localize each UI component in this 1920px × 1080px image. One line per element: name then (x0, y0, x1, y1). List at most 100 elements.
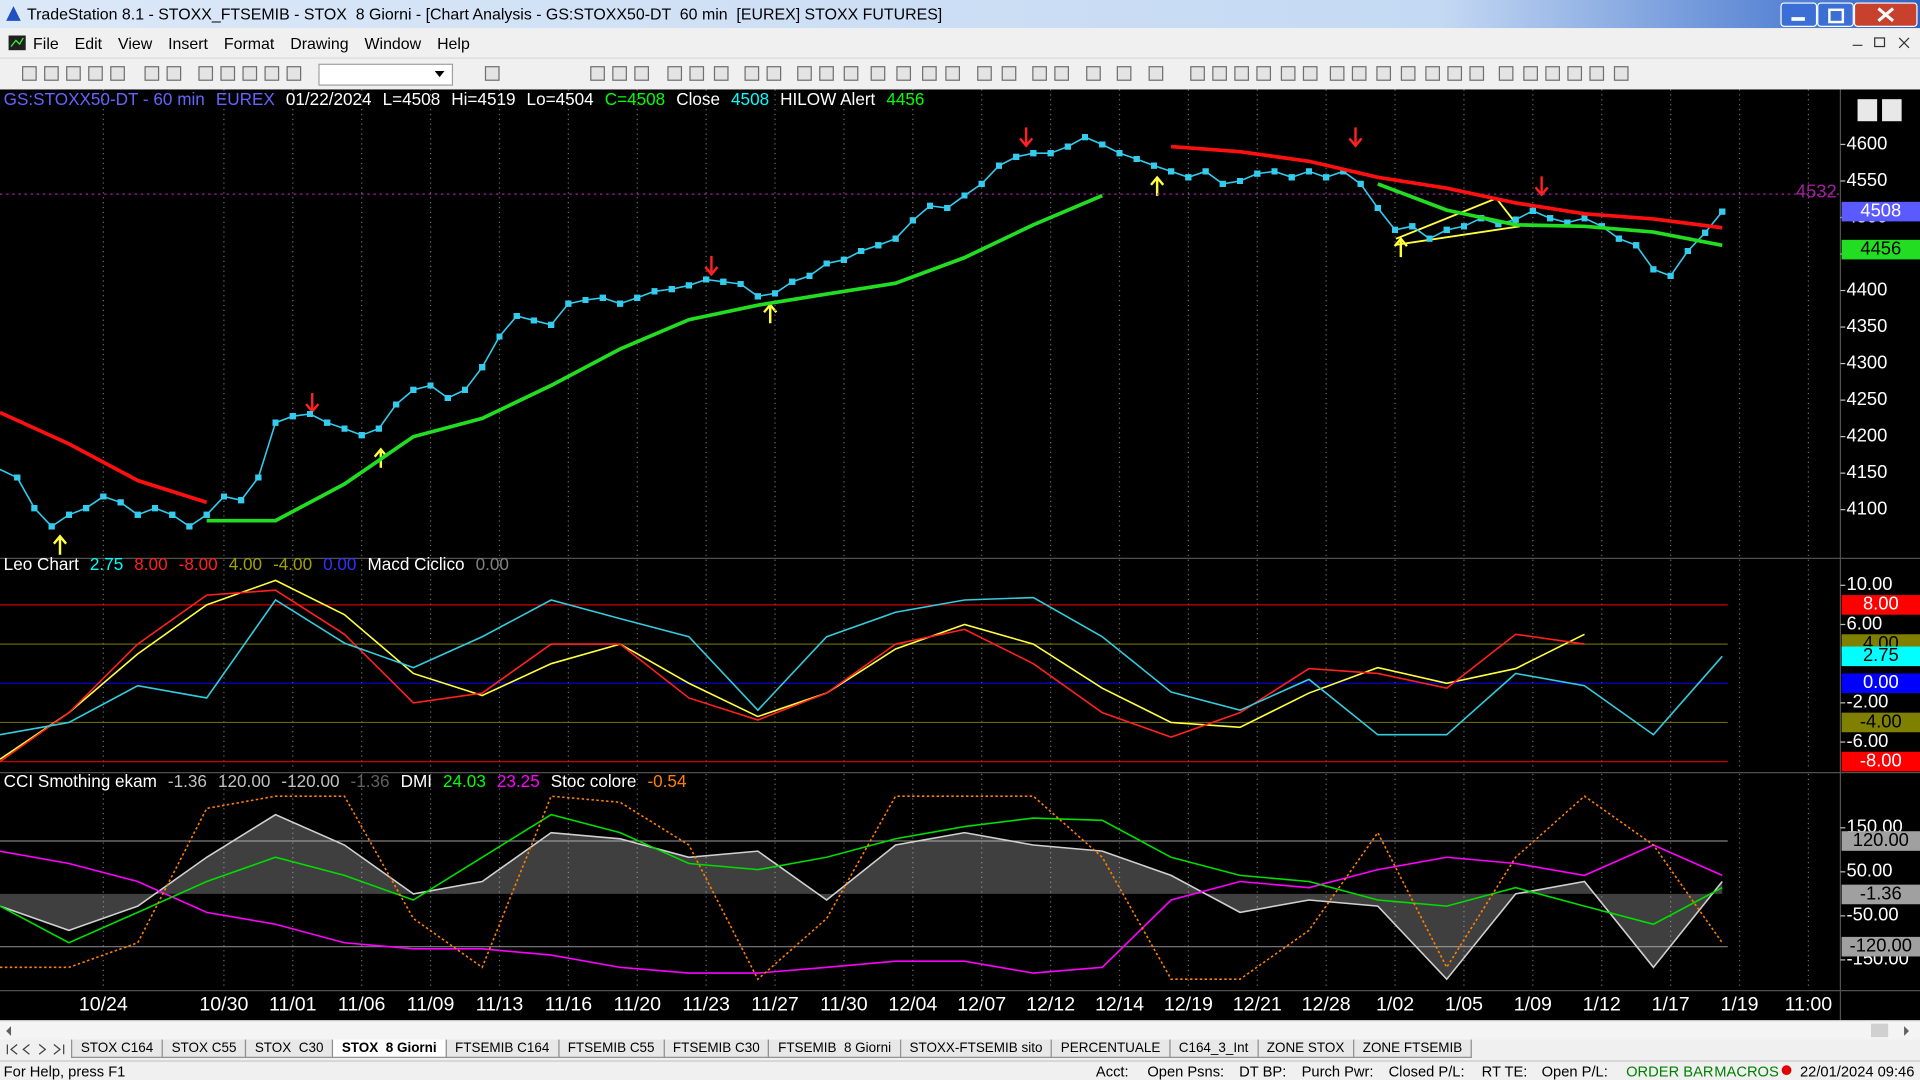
minimize-button[interactable] (1780, 2, 1818, 27)
tab-nav[interactable] (2, 1040, 71, 1060)
menu-item[interactable]: Edit (74, 34, 103, 53)
toolbar-button[interactable] (110, 66, 125, 81)
sheet-tab[interactable]: PERCENTUALE (1051, 1039, 1171, 1058)
axis-buttons[interactable] (1857, 99, 1902, 122)
toolbar-button[interactable] (1425, 66, 1440, 81)
toolbar-button[interactable] (198, 66, 214, 81)
pane-header: -4.00 (273, 554, 312, 574)
menu-item[interactable]: Help (437, 34, 470, 53)
close-button[interactable] (1853, 2, 1918, 27)
toolbar-button[interactable] (220, 66, 236, 81)
sheet-tab[interactable]: FTSEMIB 8 Giorni (768, 1039, 901, 1058)
sheet-tab[interactable]: ZONE STOX (1256, 1039, 1355, 1058)
toolbar-button[interactable] (1302, 66, 1318, 81)
toolbar-button[interactable] (1054, 66, 1069, 81)
toolbar-button[interactable] (1567, 66, 1583, 81)
horizontal-scrollbar[interactable] (0, 1020, 1920, 1040)
pane-header: GS:STOXX50-DT - 60 min (4, 89, 205, 109)
menu-item[interactable]: Drawing (290, 34, 349, 53)
toolbar-button[interactable] (1280, 66, 1296, 81)
sheet-tab[interactable]: STOX C30 (245, 1039, 334, 1058)
toolbar-button[interactable] (1469, 66, 1485, 81)
pane-header: Leo Chart (4, 554, 79, 574)
sheet-tab[interactable]: FTSEMIB C164 (445, 1039, 560, 1058)
toolbar-button[interactable] (819, 66, 834, 81)
toolbar-button[interactable] (1400, 66, 1416, 81)
menu-item[interactable]: Insert (168, 34, 208, 53)
toolbar-button[interactable] (977, 66, 992, 81)
symbol-dropdown[interactable] (318, 63, 454, 86)
toolbar-button[interactable] (1256, 66, 1272, 81)
toolbar-button[interactable] (689, 66, 705, 81)
sheet-tab[interactable]: ZONE FTSEMIB (1352, 1039, 1473, 1058)
toolbar-button[interactable] (166, 66, 182, 81)
toolbar-button[interactable] (484, 66, 500, 81)
restore-button[interactable] (1817, 2, 1854, 27)
toolbar-button[interactable] (22, 66, 37, 81)
toolbar-button[interactable] (1589, 66, 1605, 81)
x-tick-label: 12/12 (1026, 993, 1075, 1015)
toolbar-button[interactable] (1148, 66, 1164, 81)
toolbar-button[interactable] (744, 66, 760, 81)
toolbar-button[interactable] (88, 66, 103, 81)
value-box-label: -120.00 (1850, 935, 1912, 956)
sheet-tab[interactable]: FTSEMIB C55 (557, 1039, 665, 1058)
toolbar-button[interactable] (612, 66, 627, 81)
toolbar-button[interactable] (286, 66, 302, 81)
x-tick-label: 12/04 (888, 993, 937, 1015)
toolbar-button[interactable] (1447, 66, 1463, 81)
toolbar-button[interactable] (797, 66, 812, 81)
toolbar-button[interactable] (843, 66, 859, 81)
toolbar-button[interactable] (1001, 66, 1017, 81)
toolbar-button[interactable] (945, 66, 960, 81)
toolbar-button[interactable] (66, 66, 81, 81)
toolbar-button[interactable] (1498, 66, 1514, 81)
toolbar-button[interactable] (1032, 66, 1047, 81)
status-field: DT BP: (1239, 1062, 1287, 1080)
y-tick-label: 4250 (1847, 388, 1888, 409)
toolbar-button[interactable] (766, 66, 782, 81)
toolbar-button[interactable] (1613, 66, 1629, 81)
toolbar-button[interactable] (634, 66, 649, 81)
menu-item[interactable]: View (117, 34, 153, 53)
x-tick-label: 1/05 (1445, 993, 1483, 1015)
sheet-tab[interactable]: STOX C164 (71, 1039, 163, 1058)
toolbar-button[interactable] (1086, 66, 1101, 81)
toolbar-button[interactable] (1523, 66, 1538, 81)
toolbar-button[interactable] (1545, 66, 1560, 81)
value-box (1841, 646, 1920, 667)
toolbar-button[interactable] (242, 66, 258, 81)
toolbar-button[interactable] (144, 66, 160, 81)
toolbar-button[interactable] (1234, 66, 1249, 81)
toolbar-button[interactable] (264, 66, 280, 81)
toolbar-button[interactable] (1376, 66, 1392, 81)
toolbar-button[interactable] (1329, 66, 1345, 81)
y-tick-label: -50.00 (1847, 904, 1899, 925)
menu-item[interactable]: Window (364, 34, 422, 53)
sheet-tab[interactable]: STOX 8 Giorni (332, 1039, 447, 1058)
x-tick-label: 11/13 (476, 993, 524, 1015)
x-tick-label: 11/23 (682, 993, 730, 1015)
toolbar-button[interactable] (590, 66, 605, 81)
toolbar-button[interactable] (1351, 66, 1367, 81)
menu-item[interactable]: File (33, 34, 59, 53)
y-tick-label: 4400 (1847, 278, 1888, 299)
sheet-tab[interactable]: FTSEMIB C30 (663, 1039, 770, 1058)
sheet-tab[interactable]: C164_3_Int (1168, 1039, 1259, 1058)
order-bar[interactable]: ORDER BAR (1626, 1062, 1714, 1080)
macros[interactable]: MACROS (1714, 1062, 1779, 1080)
toolbar-button[interactable] (44, 66, 59, 81)
sheet-tab[interactable]: STOX C55 (161, 1039, 247, 1058)
pane-header: 4508 (731, 89, 769, 109)
toolbar-button[interactable] (667, 66, 683, 81)
toolbar-button[interactable] (1190, 66, 1205, 81)
menu-item[interactable]: Format (223, 34, 275, 53)
toolbar-button[interactable] (922, 66, 937, 81)
toolbar-button[interactable] (1116, 66, 1132, 81)
toolbar-button[interactable] (870, 66, 886, 81)
toolbar-button[interactable] (1212, 66, 1227, 81)
sheet-tab[interactable]: STOXX-FTSEMIB sito (899, 1039, 1053, 1058)
toolbar-button[interactable] (896, 66, 912, 81)
toolbar-button[interactable] (713, 66, 729, 81)
